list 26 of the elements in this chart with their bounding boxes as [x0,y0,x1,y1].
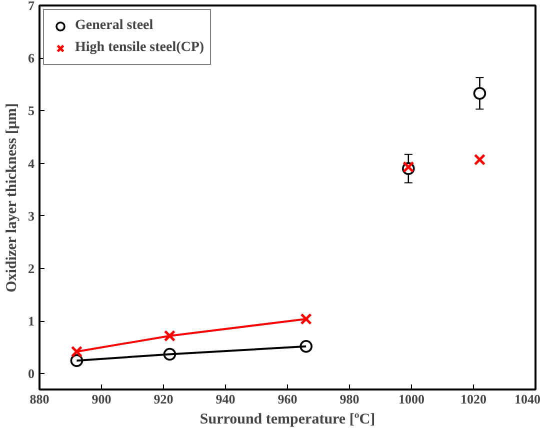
y-tick-label: 7 [28,0,35,13]
x-tick-label: 980 [340,392,360,406]
x-axis-title: Surround temperature [ºC] [200,412,376,428]
x-tick-label: 1000 [398,392,424,406]
y-tick-label: 1 [28,314,34,329]
y-tick-label: 6 [28,50,35,66]
x-tick-label: 1040 [514,392,540,406]
point [70,346,83,358]
x-tick-label: 960 [278,392,298,406]
y-tick-label: 0 [28,366,34,382]
point [473,86,486,100]
point [164,330,176,342]
y-tick-label: 5 [28,103,35,118]
x-tick-label: 1020 [460,392,486,406]
y-tick-label: 4 [28,156,35,171]
legend-label: High tensile steel(CP) [75,40,204,56]
point [474,154,486,166]
y-tick-label: 3 [28,208,35,224]
x-tick-label: 900 [92,392,112,406]
x-tick-label: 880 [30,392,50,406]
x-tick-label: 940 [216,392,236,406]
x-tick-label: 920 [154,392,174,406]
legend-label: General steel [75,18,154,34]
y-tick-label: 2 [28,261,34,276]
point [300,313,312,325]
y-axis-title: Oxidizer layer thickness [μm] [4,103,20,292]
